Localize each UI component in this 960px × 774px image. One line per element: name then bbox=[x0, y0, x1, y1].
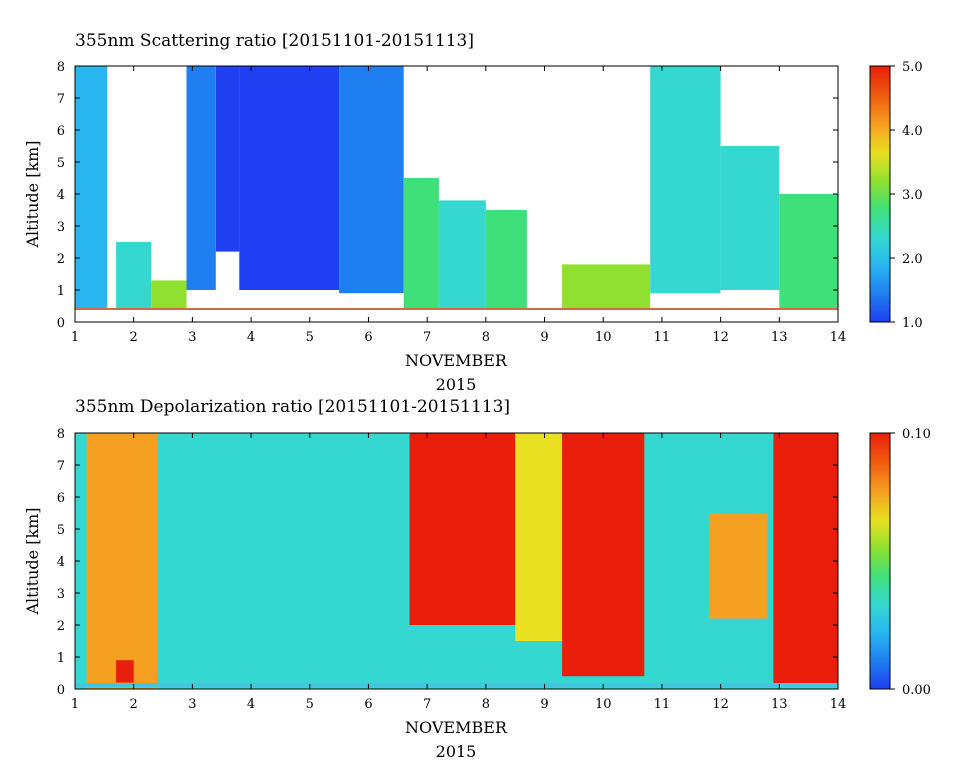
colorbar-tick-label: 5.0 bbox=[902, 60, 923, 75]
x-tick-label: 3 bbox=[188, 697, 196, 712]
y-tick-label: 7 bbox=[57, 92, 65, 107]
x-tick-label: 6 bbox=[364, 697, 372, 712]
heatmap-cell bbox=[779, 194, 838, 310]
y-tick-label: 0 bbox=[57, 683, 65, 698]
heatmap-cell bbox=[215, 66, 240, 252]
x-tick-label: 11 bbox=[654, 697, 671, 712]
x-tick-label: 8 bbox=[482, 697, 490, 712]
heatmap-cell bbox=[339, 66, 404, 294]
heatmap-cell bbox=[116, 660, 134, 683]
y-tick-label: 5 bbox=[57, 156, 65, 171]
colorbar-tick-label: 0.10 bbox=[902, 427, 931, 442]
colorbar-tick-label: 1.0 bbox=[902, 316, 923, 331]
heatmap-cell bbox=[239, 66, 340, 290]
x-axis-label: NOVEMBER bbox=[405, 718, 508, 737]
x-tick-label: 2 bbox=[130, 330, 138, 345]
x-axis-label: NOVEMBER bbox=[405, 351, 508, 370]
heatmap-cell bbox=[86, 433, 158, 689]
heatmap-cell bbox=[75, 66, 108, 310]
x-tick-label: 13 bbox=[771, 330, 788, 345]
heatmap-cell bbox=[485, 210, 527, 310]
x-tick-label: 4 bbox=[247, 697, 255, 712]
y-tick-label: 5 bbox=[57, 523, 65, 538]
heatmap-cell bbox=[650, 66, 721, 294]
heatmap-cell bbox=[186, 66, 216, 290]
y-tick-label: 6 bbox=[57, 124, 65, 139]
panel-scattering: 355nm Scattering ratio [20151101-2015111… bbox=[23, 31, 923, 394]
x-tick-label: 13 bbox=[771, 697, 788, 712]
y-tick-label: 1 bbox=[57, 651, 65, 666]
x-tick-label: 2 bbox=[130, 697, 138, 712]
colorbar-tick-label: 3.0 bbox=[902, 188, 923, 203]
x-tick-label: 12 bbox=[712, 697, 729, 712]
x-tick-label: 9 bbox=[540, 330, 548, 345]
y-tick-label: 2 bbox=[57, 252, 65, 267]
heatmap-cell bbox=[720, 146, 780, 290]
y-tick-label: 3 bbox=[57, 220, 65, 235]
heatmap-cell bbox=[515, 433, 563, 641]
heatmap-cell bbox=[562, 264, 651, 310]
y-tick-label: 8 bbox=[57, 60, 65, 75]
heatmap-cell bbox=[409, 433, 516, 625]
heatmap-cell bbox=[562, 433, 645, 677]
x-tick-label: 3 bbox=[188, 330, 196, 345]
x-tick-label: 6 bbox=[364, 330, 372, 345]
heatmap-cell bbox=[708, 513, 768, 619]
y-tick-label: 4 bbox=[57, 555, 65, 570]
x-tick-label: 1 bbox=[71, 697, 79, 712]
x-tick-label: 10 bbox=[595, 697, 612, 712]
colorbar bbox=[869, 65, 891, 323]
chart-title: 355nm Depolarization ratio [20151101-201… bbox=[75, 397, 510, 417]
x-tick-label: 14 bbox=[830, 330, 847, 345]
y-tick-label: 2 bbox=[57, 619, 65, 634]
heatmap-cell bbox=[151, 280, 187, 310]
heatmap-cell bbox=[403, 178, 439, 310]
chart-title: 355nm Scattering ratio [20151101-2015111… bbox=[75, 31, 474, 51]
y-axis-label: Altitude [km] bbox=[23, 507, 42, 615]
y-tick-label: 4 bbox=[57, 188, 65, 203]
x-tick-label: 12 bbox=[712, 330, 729, 345]
colorbar-tick-label: 4.0 bbox=[902, 124, 923, 139]
y-tick-label: 1 bbox=[57, 284, 65, 299]
x-tick-label: 1 bbox=[71, 330, 79, 345]
heatmap-cell bbox=[773, 433, 838, 686]
x-tick-label: 5 bbox=[306, 697, 314, 712]
x-tick-label: 4 bbox=[247, 330, 255, 345]
x-tick-label: 11 bbox=[654, 330, 671, 345]
x-tick-label: 14 bbox=[830, 697, 847, 712]
x-axis-year-label: 2015 bbox=[436, 375, 477, 394]
y-tick-label: 7 bbox=[57, 459, 65, 474]
colorbar bbox=[869, 432, 891, 690]
heatmap-cell bbox=[116, 242, 152, 310]
x-tick-label: 7 bbox=[423, 697, 431, 712]
x-axis-year-label: 2015 bbox=[436, 742, 477, 761]
heatmap-cell bbox=[438, 200, 486, 310]
panel-depolarization: 355nm Depolarization ratio [20151101-201… bbox=[23, 397, 931, 761]
y-tick-label: 0 bbox=[57, 316, 65, 331]
y-tick-label: 6 bbox=[57, 491, 65, 506]
x-tick-label: 9 bbox=[540, 697, 548, 712]
x-tick-label: 10 bbox=[595, 330, 612, 345]
x-tick-label: 8 bbox=[482, 330, 490, 345]
colorbar-tick-label: 0.00 bbox=[902, 683, 931, 698]
y-tick-label: 8 bbox=[57, 427, 65, 442]
y-axis-label: Altitude [km] bbox=[23, 140, 42, 248]
x-tick-label: 5 bbox=[306, 330, 314, 345]
colorbar-tick-label: 2.0 bbox=[902, 252, 923, 267]
y-tick-label: 3 bbox=[57, 587, 65, 602]
x-tick-label: 7 bbox=[423, 330, 431, 345]
